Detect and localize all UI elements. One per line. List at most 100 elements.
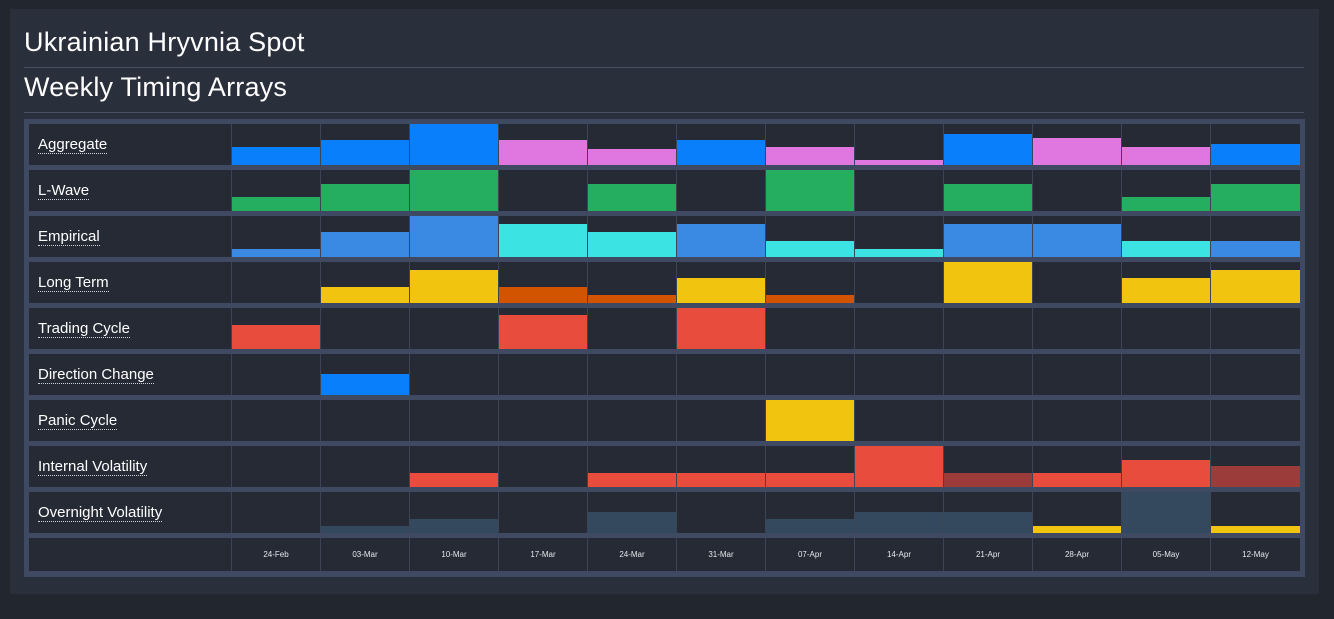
timing-bar[interactable]	[1122, 492, 1210, 533]
timing-cell	[588, 400, 677, 441]
timing-bar[interactable]	[499, 315, 587, 349]
timing-bar[interactable]	[944, 134, 1032, 165]
timing-bar[interactable]	[944, 512, 1032, 533]
timing-bar[interactable]	[499, 287, 587, 303]
timing-cell	[855, 446, 944, 487]
timing-bar[interactable]	[410, 473, 498, 487]
timing-cell	[1033, 492, 1122, 533]
timing-bar[interactable]	[410, 270, 498, 303]
timing-bar[interactable]	[321, 140, 409, 165]
timing-bar[interactable]	[232, 249, 320, 257]
timing-cell	[588, 124, 677, 165]
timing-bar[interactable]	[1122, 460, 1210, 487]
timing-cell	[944, 216, 1033, 257]
timing-cell	[944, 262, 1033, 303]
timing-cell	[1122, 262, 1211, 303]
timing-cell	[410, 400, 499, 441]
timing-cell	[677, 262, 766, 303]
row-label[interactable]: Long Term	[38, 274, 109, 292]
timing-bar[interactable]	[677, 140, 765, 165]
timing-cell	[410, 308, 499, 349]
timing-cell	[1033, 170, 1122, 211]
timing-bar[interactable]	[766, 241, 854, 257]
timing-bar[interactable]	[1033, 138, 1121, 165]
timing-bar[interactable]	[1211, 526, 1300, 533]
timing-bar[interactable]	[1033, 526, 1121, 533]
timing-bar[interactable]	[588, 184, 676, 211]
timing-cell	[588, 446, 677, 487]
timing-bar[interactable]	[766, 400, 854, 441]
timing-bar[interactable]	[766, 170, 854, 211]
timing-cell	[766, 262, 855, 303]
timing-cell	[410, 170, 499, 211]
timing-bar[interactable]	[944, 224, 1032, 257]
timing-bar[interactable]	[766, 519, 854, 533]
timing-bar[interactable]	[321, 232, 409, 257]
timing-bar[interactable]	[321, 184, 409, 211]
timing-bar[interactable]	[1211, 466, 1300, 487]
timing-bar[interactable]	[1122, 278, 1210, 303]
timing-bar[interactable]	[1211, 270, 1300, 303]
timing-bar[interactable]	[1211, 144, 1300, 165]
timing-cell	[766, 354, 855, 395]
timing-cell	[588, 354, 677, 395]
timing-bar[interactable]	[1122, 197, 1210, 211]
row-label[interactable]: L-Wave	[38, 182, 90, 200]
timing-cell	[677, 124, 766, 165]
timing-bar[interactable]	[321, 374, 409, 395]
row-label[interactable]: Direction Change	[38, 366, 154, 384]
timing-bar[interactable]	[766, 147, 854, 165]
timing-cell	[410, 124, 499, 165]
timing-bar[interactable]	[855, 249, 943, 257]
row-label[interactable]: Empirical	[38, 228, 100, 246]
timing-bar[interactable]	[855, 446, 943, 487]
timing-bar[interactable]	[588, 149, 676, 165]
timing-cell	[855, 216, 944, 257]
timing-bar[interactable]	[677, 224, 765, 257]
row-label[interactable]: Aggregate	[38, 136, 108, 154]
timing-bar[interactable]	[499, 140, 587, 165]
timing-bar[interactable]	[232, 325, 320, 349]
timing-bar[interactable]	[677, 473, 765, 487]
timing-bar[interactable]	[677, 308, 765, 349]
timing-bar[interactable]	[588, 232, 676, 257]
timing-bar[interactable]	[766, 295, 854, 303]
timing-bar[interactable]	[944, 473, 1032, 487]
timing-bar[interactable]	[855, 512, 943, 533]
timing-bar[interactable]	[410, 216, 498, 257]
timing-bar[interactable]	[1211, 184, 1300, 211]
timing-bar[interactable]	[1211, 241, 1300, 257]
timing-bar[interactable]	[410, 519, 498, 533]
timing-cell	[499, 124, 588, 165]
timing-bar[interactable]	[1122, 147, 1210, 165]
timing-bar[interactable]	[232, 197, 320, 211]
row-label-cell: L-Wave	[29, 170, 232, 211]
row-label[interactable]: Panic Cycle	[38, 412, 118, 430]
timing-cell	[766, 216, 855, 257]
timing-bar[interactable]	[1033, 473, 1121, 487]
timing-bar[interactable]	[499, 224, 587, 257]
timing-bar[interactable]	[410, 170, 498, 211]
row-label[interactable]: Internal Volatility	[38, 458, 148, 476]
timing-bar[interactable]	[321, 287, 409, 303]
timing-bar[interactable]	[944, 184, 1032, 211]
timing-cell	[588, 216, 677, 257]
timing-bar[interactable]	[588, 295, 676, 303]
timing-bar[interactable]	[766, 473, 854, 487]
timing-cell	[321, 262, 410, 303]
timing-bar[interactable]	[1033, 224, 1121, 257]
timing-bar[interactable]	[588, 473, 676, 487]
timing-bar[interactable]	[677, 278, 765, 303]
timing-bar[interactable]	[1122, 241, 1210, 257]
timing-bar[interactable]	[588, 512, 676, 533]
row-label[interactable]: Overnight Volatility	[38, 504, 163, 522]
week-label: 28-Apr	[1033, 538, 1122, 571]
timing-bar[interactable]	[410, 124, 498, 165]
timing-bar[interactable]	[232, 147, 320, 165]
timing-bar[interactable]	[321, 526, 409, 533]
title-divider	[24, 67, 1304, 68]
timing-bar[interactable]	[944, 262, 1032, 303]
row-label[interactable]: Trading Cycle	[38, 320, 130, 338]
timing-bar[interactable]	[855, 160, 943, 165]
timing-cell	[588, 262, 677, 303]
